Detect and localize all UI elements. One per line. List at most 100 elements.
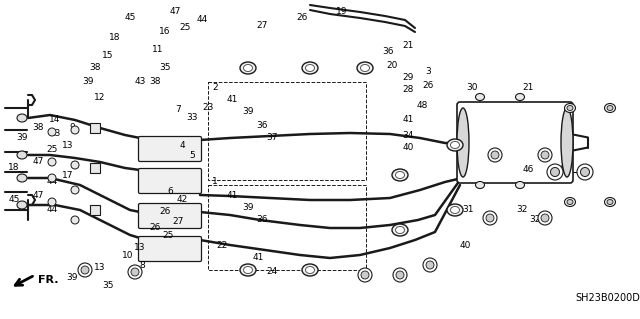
Text: 23: 23 — [202, 103, 214, 113]
Text: 46: 46 — [522, 166, 534, 174]
Ellipse shape — [396, 172, 404, 179]
Ellipse shape — [396, 226, 404, 234]
Circle shape — [358, 268, 372, 282]
Text: 8: 8 — [139, 261, 145, 270]
Circle shape — [396, 271, 404, 279]
Text: 44: 44 — [46, 205, 58, 214]
Text: 21: 21 — [522, 84, 534, 93]
Ellipse shape — [392, 224, 408, 236]
Circle shape — [486, 214, 494, 222]
Text: 13: 13 — [62, 140, 74, 150]
Text: 26: 26 — [149, 224, 161, 233]
Ellipse shape — [243, 266, 253, 273]
Ellipse shape — [564, 103, 575, 113]
Circle shape — [81, 266, 89, 274]
Ellipse shape — [605, 197, 616, 206]
Text: 5: 5 — [189, 151, 195, 160]
Text: 35: 35 — [102, 280, 114, 290]
Ellipse shape — [451, 206, 460, 213]
Ellipse shape — [243, 64, 253, 71]
FancyBboxPatch shape — [138, 137, 202, 161]
FancyBboxPatch shape — [457, 102, 573, 183]
Ellipse shape — [451, 142, 460, 149]
Text: 43: 43 — [49, 129, 61, 137]
Text: 38: 38 — [89, 63, 100, 72]
Text: 11: 11 — [152, 46, 164, 55]
Text: 12: 12 — [94, 93, 106, 102]
Text: 44: 44 — [46, 177, 58, 187]
Text: 44: 44 — [196, 16, 207, 25]
Text: 38: 38 — [149, 78, 161, 86]
Text: 40: 40 — [460, 241, 470, 249]
Circle shape — [580, 167, 589, 176]
Text: 19: 19 — [336, 8, 348, 17]
Text: 41: 41 — [227, 95, 237, 105]
Circle shape — [361, 271, 369, 279]
Ellipse shape — [240, 62, 256, 74]
Text: 26: 26 — [296, 13, 308, 23]
Text: 6: 6 — [167, 188, 173, 197]
Ellipse shape — [476, 93, 484, 100]
Text: 26: 26 — [422, 80, 434, 90]
Circle shape — [128, 265, 142, 279]
Circle shape — [483, 211, 497, 225]
Bar — [90, 163, 100, 173]
Text: 27: 27 — [256, 20, 268, 29]
Ellipse shape — [605, 103, 616, 113]
Circle shape — [71, 126, 79, 134]
Text: 4: 4 — [179, 140, 185, 150]
Text: FR.: FR. — [38, 275, 58, 285]
Text: 3: 3 — [425, 68, 431, 77]
Text: 41: 41 — [403, 115, 413, 124]
Text: 41: 41 — [227, 190, 237, 199]
Text: 32: 32 — [516, 205, 528, 214]
Text: 17: 17 — [62, 170, 74, 180]
Text: SH23B0200D: SH23B0200D — [575, 293, 640, 303]
Text: 13: 13 — [94, 263, 106, 272]
Circle shape — [48, 198, 56, 206]
Circle shape — [491, 151, 499, 159]
Bar — [90, 123, 100, 133]
Text: 42: 42 — [177, 196, 188, 204]
Circle shape — [131, 268, 139, 276]
FancyBboxPatch shape — [138, 204, 202, 228]
Ellipse shape — [302, 264, 318, 276]
Text: 37: 37 — [266, 133, 278, 143]
Bar — [208, 82, 366, 180]
Ellipse shape — [392, 169, 408, 181]
FancyBboxPatch shape — [138, 236, 202, 262]
Text: 46: 46 — [554, 166, 566, 174]
Ellipse shape — [240, 264, 256, 276]
Text: 39: 39 — [16, 133, 28, 143]
Text: 47: 47 — [32, 158, 44, 167]
Text: 28: 28 — [403, 85, 413, 94]
Text: 22: 22 — [216, 241, 228, 249]
Text: 13: 13 — [134, 243, 146, 253]
Text: 38: 38 — [32, 123, 44, 132]
Circle shape — [550, 167, 559, 176]
Circle shape — [426, 261, 434, 269]
Ellipse shape — [607, 106, 613, 110]
Circle shape — [48, 158, 56, 166]
Circle shape — [393, 268, 407, 282]
Ellipse shape — [476, 182, 484, 189]
Ellipse shape — [357, 62, 373, 74]
Text: 39: 39 — [83, 78, 93, 86]
Ellipse shape — [515, 93, 525, 100]
Ellipse shape — [305, 64, 314, 71]
Text: 2: 2 — [212, 84, 218, 93]
Text: 25: 25 — [46, 145, 58, 154]
Text: 32: 32 — [529, 216, 541, 225]
Text: 31: 31 — [462, 205, 474, 214]
Text: 45: 45 — [8, 196, 20, 204]
Ellipse shape — [561, 108, 573, 177]
Text: 14: 14 — [49, 115, 61, 124]
Ellipse shape — [564, 197, 575, 206]
Circle shape — [541, 151, 549, 159]
Text: 9: 9 — [69, 123, 75, 132]
Text: 36: 36 — [382, 48, 394, 56]
Circle shape — [48, 174, 56, 182]
Ellipse shape — [302, 62, 318, 74]
Text: 18: 18 — [109, 33, 121, 42]
Ellipse shape — [607, 199, 613, 204]
